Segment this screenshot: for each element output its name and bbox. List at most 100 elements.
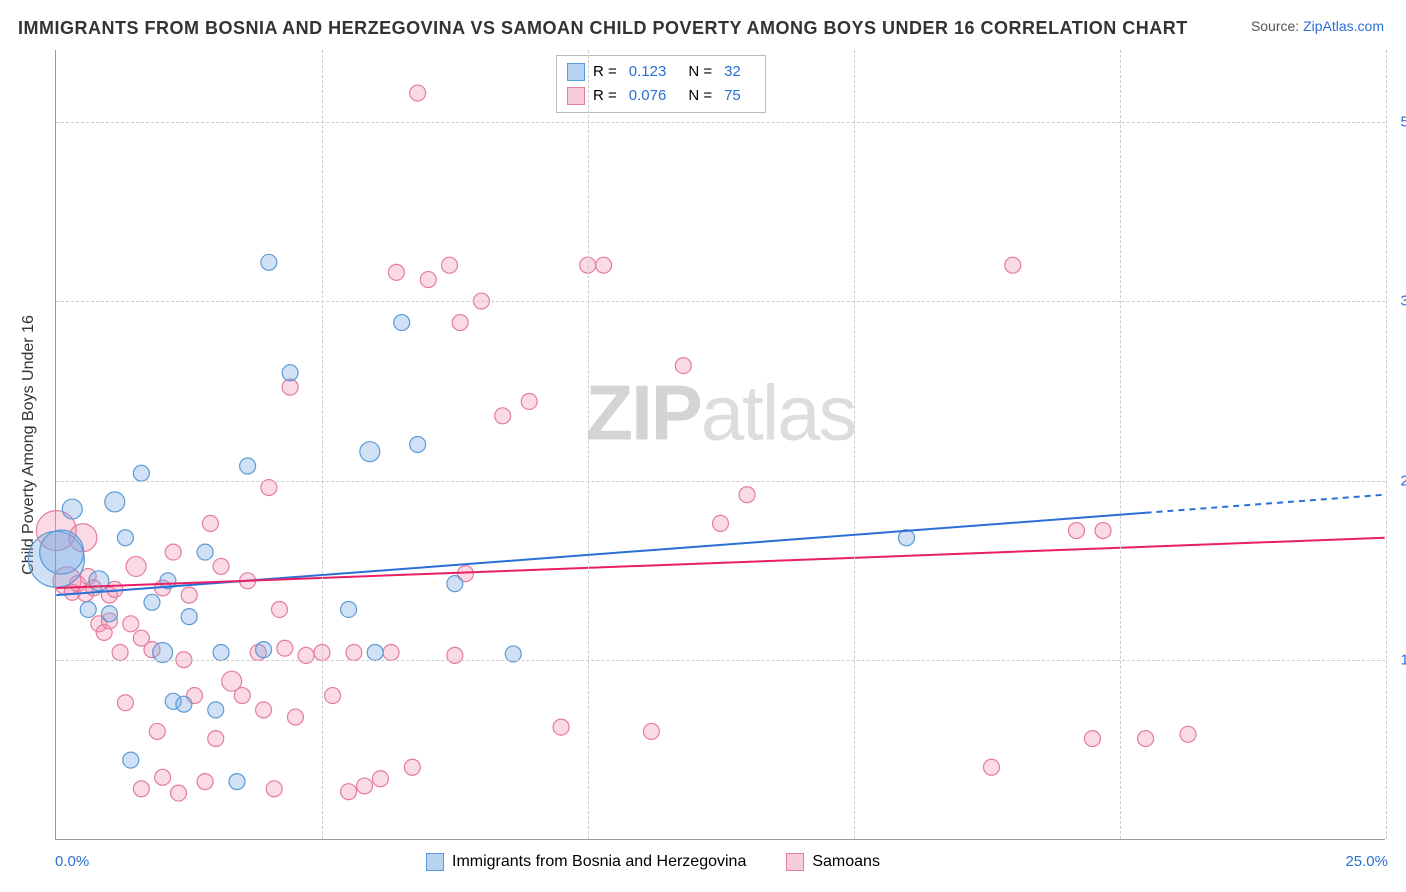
data-point-samoans xyxy=(1005,257,1021,273)
data-point-bosnia xyxy=(144,594,160,610)
chart-source: Source: ZipAtlas.com xyxy=(1251,18,1384,34)
gridline-v xyxy=(1120,50,1121,839)
data-point-samoans xyxy=(123,616,139,632)
gridline-h xyxy=(56,122,1385,123)
data-point-samoans xyxy=(261,480,277,496)
data-point-bosnia xyxy=(394,315,410,331)
data-point-bosnia xyxy=(341,601,357,617)
data-point-samoans xyxy=(1068,523,1084,539)
data-point-samoans xyxy=(1138,731,1154,747)
data-point-samoans xyxy=(213,558,229,574)
legend-item-bosnia: Immigrants from Bosnia and Herzegovina xyxy=(426,853,746,871)
data-point-bosnia xyxy=(101,606,117,622)
y-tick-label: 37.5% xyxy=(1393,293,1406,310)
chart-title: IMMIGRANTS FROM BOSNIA AND HERZEGOVINA V… xyxy=(18,18,1188,39)
swatch-bosnia-bottom xyxy=(426,853,444,871)
data-point-bosnia xyxy=(197,544,213,560)
gridline-v xyxy=(854,50,855,839)
plot-svg xyxy=(56,50,1385,839)
data-point-bosnia xyxy=(117,530,133,546)
data-point-samoans xyxy=(420,272,436,288)
data-point-samoans xyxy=(325,688,341,704)
data-point-bosnia xyxy=(229,774,245,790)
data-point-bosnia xyxy=(256,642,272,658)
data-point-bosnia xyxy=(62,499,82,519)
data-point-bosnia xyxy=(282,365,298,381)
data-point-samoans xyxy=(277,640,293,656)
data-point-samoans xyxy=(372,771,388,787)
data-point-samoans xyxy=(1180,726,1196,742)
data-point-samoans xyxy=(452,315,468,331)
data-point-samoans xyxy=(197,774,213,790)
data-point-samoans xyxy=(208,731,224,747)
data-point-samoans xyxy=(256,702,272,718)
data-point-samoans xyxy=(282,379,298,395)
y-axis-title: Child Poverty Among Boys Under 16 xyxy=(20,315,38,575)
legend-item-samoans: Samoans xyxy=(786,853,880,871)
gridline-h xyxy=(56,481,1385,482)
gridline-v xyxy=(322,50,323,839)
trendline-dash-bosnia xyxy=(1146,495,1385,513)
data-point-samoans xyxy=(495,408,511,424)
y-tick-label: 50.0% xyxy=(1393,113,1406,130)
data-point-samoans xyxy=(149,723,165,739)
data-point-samoans xyxy=(739,487,755,503)
data-point-samoans xyxy=(1084,731,1100,747)
data-point-samoans xyxy=(202,515,218,531)
data-point-samoans xyxy=(346,645,362,661)
data-point-samoans xyxy=(383,645,399,661)
data-point-samoans xyxy=(165,544,181,560)
data-point-bosnia xyxy=(240,458,256,474)
data-point-samoans xyxy=(521,393,537,409)
y-tick-label: 25.0% xyxy=(1393,472,1406,489)
data-point-samoans xyxy=(643,723,659,739)
series-legend: Immigrants from Bosnia and Herzegovina S… xyxy=(426,853,880,871)
data-point-bosnia xyxy=(447,576,463,592)
data-point-samoans xyxy=(983,759,999,775)
data-point-samoans xyxy=(1095,523,1111,539)
legend-label-samoans: Samoans xyxy=(812,853,880,871)
data-point-samoans xyxy=(117,695,133,711)
data-point-bosnia xyxy=(176,696,192,712)
data-point-samoans xyxy=(155,769,171,785)
data-point-samoans xyxy=(181,587,197,603)
gridline-h xyxy=(56,301,1385,302)
data-point-bosnia xyxy=(123,752,139,768)
gridline-v xyxy=(1386,50,1387,839)
x-end-label: 25.0% xyxy=(1345,853,1388,870)
data-point-samoans xyxy=(272,601,288,617)
x-origin-label: 0.0% xyxy=(55,853,89,870)
data-point-samoans xyxy=(341,784,357,800)
data-point-samoans xyxy=(112,645,128,661)
data-point-samoans xyxy=(133,781,149,797)
data-point-samoans xyxy=(553,719,569,735)
data-point-bosnia xyxy=(208,702,224,718)
data-point-samoans xyxy=(388,264,404,280)
gridline-h xyxy=(56,660,1385,661)
data-point-bosnia xyxy=(181,609,197,625)
data-point-samoans xyxy=(442,257,458,273)
source-link[interactable]: ZipAtlas.com xyxy=(1303,18,1384,34)
plot-area: ZIPatlas R = 0.123 N = 32 R = 0.076 N = … xyxy=(55,50,1385,840)
data-point-samoans xyxy=(357,778,373,794)
data-point-samoans xyxy=(675,358,691,374)
data-point-bosnia xyxy=(213,645,229,661)
data-point-bosnia xyxy=(80,601,96,617)
data-point-samoans xyxy=(234,688,250,704)
data-point-bosnia xyxy=(261,254,277,270)
data-point-bosnia xyxy=(360,442,380,462)
data-point-samoans xyxy=(713,515,729,531)
y-tick-label: 12.5% xyxy=(1393,652,1406,669)
data-point-samoans xyxy=(266,781,282,797)
data-point-bosnia xyxy=(40,530,84,574)
data-point-samoans xyxy=(287,709,303,725)
data-point-samoans xyxy=(404,759,420,775)
data-point-bosnia xyxy=(89,571,109,591)
data-point-bosnia xyxy=(105,492,125,512)
data-point-samoans xyxy=(171,785,187,801)
data-point-samoans xyxy=(410,85,426,101)
legend-label-bosnia: Immigrants from Bosnia and Herzegovina xyxy=(452,853,746,871)
data-point-bosnia xyxy=(367,645,383,661)
data-point-bosnia xyxy=(410,437,426,453)
data-point-samoans xyxy=(126,556,146,576)
